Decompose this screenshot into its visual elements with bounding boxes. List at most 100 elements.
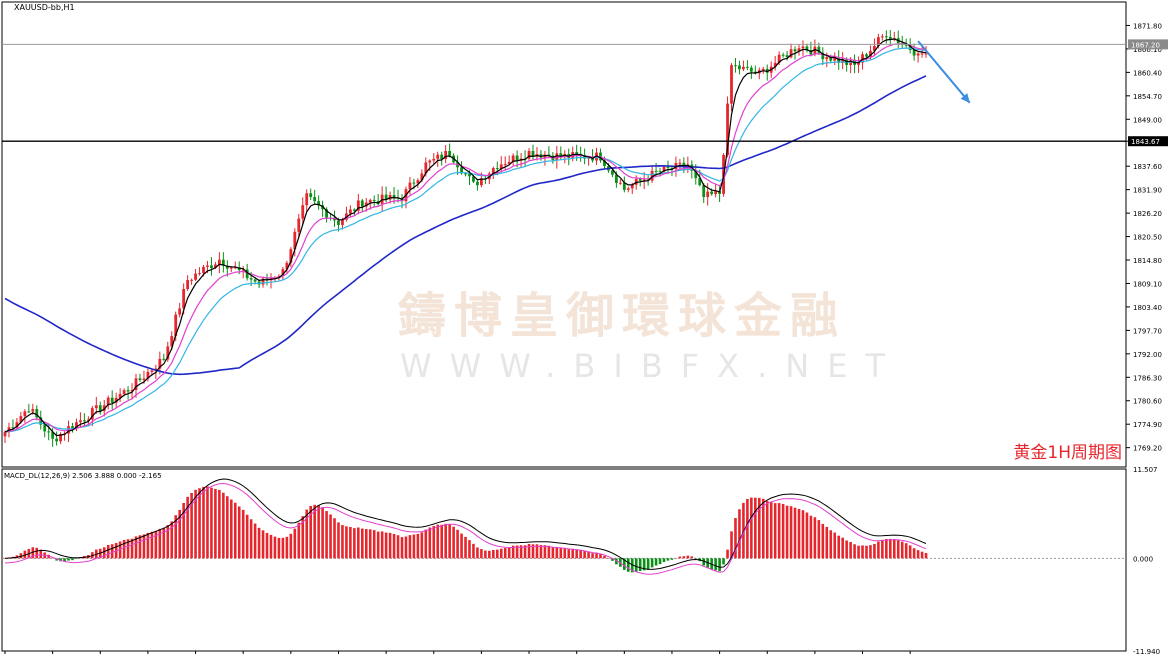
candle-body [356,200,360,211]
candle-body [281,269,285,277]
macd-hist-bar [214,488,217,559]
macd-hist-bar [714,558,717,571]
macd-hist-bar [726,549,729,559]
macd-hist-bar [571,548,575,559]
macd-hist-bar [817,520,821,559]
macd-hist-bar [670,558,674,560]
candle-body [372,199,376,201]
candle-body [11,427,15,429]
macd-hist-bar [642,558,646,571]
candle-body [495,168,499,170]
macd-hist-bar [198,488,201,559]
ema-fast-line [4,38,927,437]
candle-body [368,199,372,203]
candle-body [694,170,698,179]
candle-body [559,153,563,157]
macd-hist-bar [313,504,316,559]
macd-hist-bar [484,550,487,559]
candle-body [261,278,265,285]
macd-hist-bar [690,556,694,559]
candle-body [611,170,614,175]
ma-long-line [4,75,927,376]
macd-hist-bar [357,527,360,559]
candle-body [849,60,853,65]
y-tick-label: 1803.40 [1133,304,1162,312]
candle-body [241,269,245,271]
macd-hist-bar [499,548,503,559]
macd-hist-bar [833,532,837,559]
candle-body [805,46,809,51]
y-tick-label: 1809.10 [1133,280,1162,288]
resistance-tag-label: 1843.67 [1131,138,1160,146]
candle-body [39,417,43,425]
macd-hist-bar [476,547,479,559]
y-tick-label: 1854.70 [1133,93,1162,101]
candle-body [738,65,741,70]
y-tick-label: 1780.60 [1133,398,1162,406]
macd-hist-bar [106,544,110,559]
macd-hist-bar [920,551,924,559]
macd-hist-bar [468,540,471,559]
macd-hist-bar [273,536,277,559]
candle-body [745,66,749,68]
candle-body [229,267,233,269]
macd-hist-bar [67,558,70,561]
macd-hist-bar [801,510,805,559]
macd-hist-bar [488,550,491,559]
candle-body [202,266,205,274]
macd-hist-bar [174,515,178,559]
candle-body [225,265,229,269]
macd-hist-bar [420,532,424,559]
macd-hist-bar [539,545,543,559]
macd-hist-bar [261,530,265,559]
macd-hist-bar [924,552,928,559]
macd-hist-bar [896,540,900,559]
macd-hist-bar [122,539,126,559]
candle-body [245,269,249,279]
candle-body [618,182,622,184]
macd-hist-bar [35,547,39,559]
macd-hist-bar [444,523,447,559]
macd-hist-bar [603,555,606,559]
macd-hist-bar [781,503,785,559]
candle-body [15,422,19,428]
macd-hist-bar [495,549,499,559]
candle-body [360,200,364,207]
current-price-tag-label: 1867.20 [1131,41,1160,49]
candle-body [150,370,154,372]
candle-body [726,103,729,156]
macd-hist-bar [55,558,58,561]
macd-hist-bar [623,558,626,570]
candle-body [614,174,618,183]
candle-body [464,173,467,175]
macd-hist-bar [368,529,372,559]
macd-hist-bar [241,509,245,559]
macd-hist-bar [424,529,428,559]
macd-hist-bar [3,558,7,559]
y-tick-label: 1837.60 [1133,163,1162,171]
macd-hist-bar [452,526,455,559]
candle-body [468,173,471,177]
candle-body [432,158,436,161]
candle-body [285,262,289,270]
macd-indicator-label: MACD_DL(12,26,9) 2.506 3.888 0.000 -2.16… [4,472,162,480]
candle-body [730,65,733,104]
candle-body [35,409,39,418]
macd-hist-bar [353,528,356,559]
macd-hist-bar [404,536,408,559]
macd-hist-bar [892,538,896,559]
candle-body [321,205,324,210]
macd-hist-bar [523,545,527,559]
candle-body [3,432,7,437]
macd-hist-bar [317,505,320,559]
macd-hist-bar [126,539,130,559]
macd-hist-bar [694,558,698,559]
candle-body [190,279,193,281]
candle-body [662,166,666,172]
macd-hist-bar [615,558,618,565]
macd-hist-bar [206,486,209,559]
y-tick-label: 1814.80 [1133,257,1162,265]
candle-body [710,191,714,195]
candle-body [289,249,293,263]
macd-pane: 11.507 0.000 -11.940 [1,466,1160,656]
